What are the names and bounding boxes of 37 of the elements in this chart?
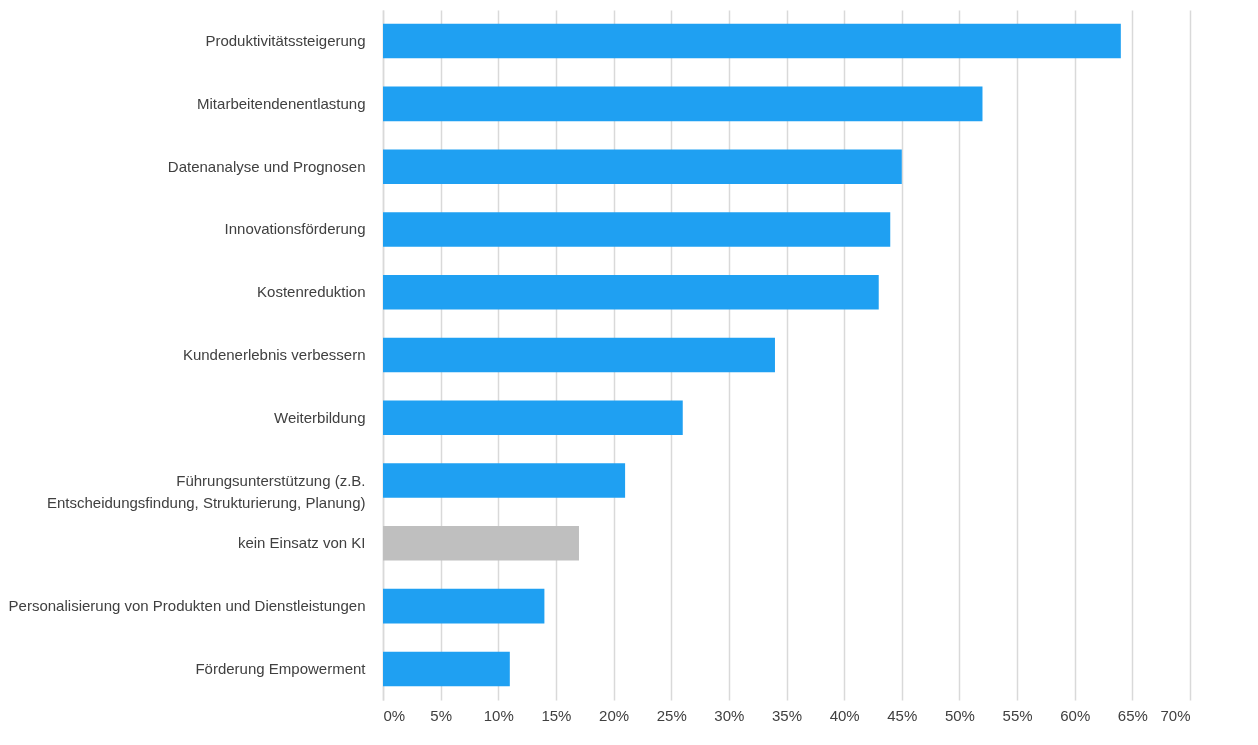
x-tick-label: 20% [599, 706, 630, 724]
x-tick-label: 40% [829, 706, 860, 724]
y-tick-label: Kostenreduktion [257, 283, 366, 301]
x-tick-label: 45% [887, 706, 918, 724]
x-tick-label: 65% [1117, 706, 1148, 724]
y-tick-label: Mitarbeitendenentlastung [197, 94, 366, 112]
bar [383, 526, 579, 561]
y-tick-label: Produktivitätssteigerung [205, 32, 366, 50]
bar [383, 400, 683, 436]
x-tick-label: 50% [944, 706, 975, 724]
bar [383, 23, 1121, 59]
x-tick-label: 35% [771, 706, 803, 724]
bar [383, 149, 902, 184]
y-tick-label: Führungsunterstützung (z.B. Entscheidungsfindung, Strukturierung, Planung) [46, 471, 366, 511]
y-tick-label: kein Einsatz von KI [237, 534, 366, 552]
y-tick-label: Weiterbildung [274, 408, 366, 426]
y-tick-label: Personalisierung von Produkten und Dienstleistungen [8, 597, 366, 615]
bar [383, 588, 545, 624]
bar [383, 463, 626, 498]
x-tick-label: 10% [483, 706, 514, 724]
x-tick-label: 55% [1002, 706, 1033, 724]
x-tick-label: 30% [714, 706, 745, 724]
y-tick-label: Innovationsförderung [224, 220, 366, 238]
x-tick-label: 25% [656, 706, 687, 724]
bar [383, 651, 510, 687]
x-tick-label: 15% [541, 706, 572, 724]
bar [383, 274, 879, 310]
x-tick-label: 5% [430, 706, 452, 724]
bar [383, 86, 983, 122]
y-tick-label: Förderung Empowerment [195, 659, 367, 677]
x-tick-label: 60% [1060, 706, 1091, 724]
bar [383, 337, 775, 373]
y-tick-label: Datenanalyse und Prognosen [167, 157, 366, 175]
y-tick-label: Kundenerlebnis verbessern [182, 346, 366, 363]
x-tick-label: 70% [1160, 706, 1191, 724]
bar [383, 212, 891, 247]
x-tick-label: 0% [383, 706, 406, 724]
